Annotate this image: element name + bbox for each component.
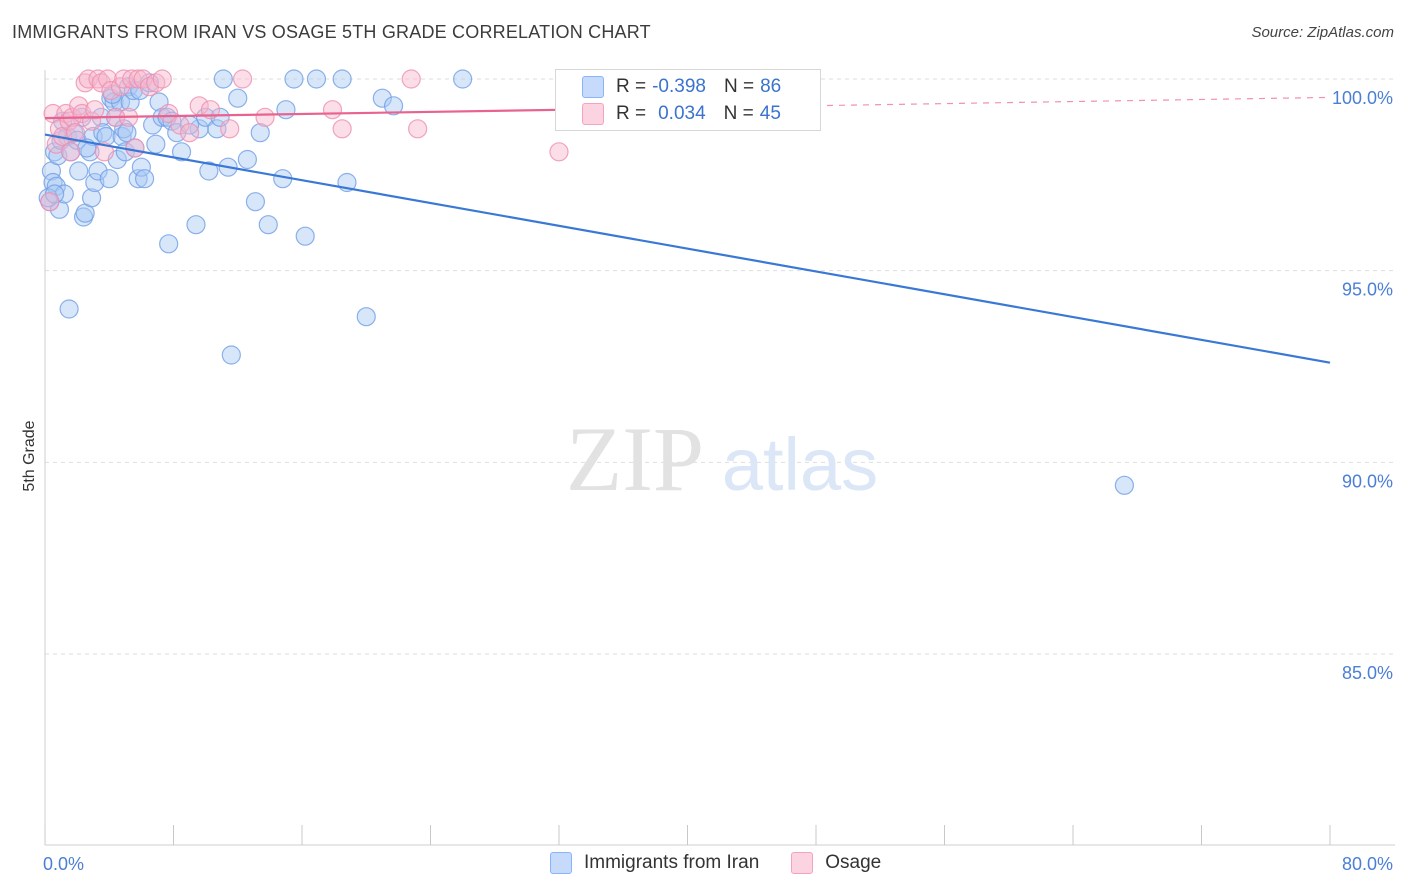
point-iran	[49, 199, 70, 219]
point-iran	[88, 161, 108, 181]
point-osage	[133, 69, 153, 89]
legend-item-iran: Immigrants from Iran	[550, 852, 759, 874]
legend-row-iran: R = -0.398 N = 86	[582, 74, 781, 100]
point-osage	[101, 80, 121, 101]
point-osage	[85, 100, 105, 120]
point-iran	[284, 69, 304, 89]
legend-swatch-osage	[791, 852, 814, 874]
trend-line-iran	[44, 133, 1331, 364]
axes	[44, 70, 1395, 846]
point-iran	[372, 88, 392, 108]
legend-r-label: R =	[616, 103, 647, 124]
point-osage	[122, 69, 142, 89]
point-iran	[383, 96, 404, 116]
point-iran	[131, 157, 151, 177]
point-iran	[146, 134, 166, 154]
trend-lines	[44, 96, 1331, 364]
y-axis-label: 5th Grade	[21, 420, 38, 491]
point-osage	[179, 123, 200, 143]
point-iran	[306, 69, 327, 89]
chart-source: Source: ZipAtlas.com	[1251, 24, 1394, 41]
legend-r-value: 0.034	[658, 103, 706, 124]
legend-n-label: N =	[723, 103, 754, 124]
legend-swatch-iran	[582, 76, 604, 98]
point-osage	[401, 69, 421, 89]
point-osage	[232, 69, 253, 89]
series-legend: Immigrants from Iran Osage	[550, 852, 913, 874]
point-iran	[186, 215, 206, 235]
point-iran	[228, 88, 248, 108]
point-iran	[85, 172, 105, 193]
point-iran	[213, 69, 233, 89]
point-osage	[200, 100, 221, 120]
point-iran	[99, 169, 119, 189]
point-osage	[40, 192, 60, 212]
point-iran	[258, 215, 278, 235]
point-osage	[78, 69, 98, 89]
tick-labels: 100.0% 95.0% 90.0% 85.0% 0.0% 80.0%	[43, 88, 1393, 874]
legend-swatch-iran	[550, 852, 572, 874]
x-tick-label: 0.0%	[43, 854, 84, 874]
point-osage	[114, 69, 134, 89]
legend-n-value: 86	[760, 76, 782, 97]
point-iran	[250, 123, 270, 143]
legend-swatch-osage	[582, 103, 604, 125]
point-iran	[245, 192, 266, 212]
point-iran	[221, 345, 241, 365]
trend-line-osage	[44, 108, 576, 120]
point-osage	[322, 100, 343, 120]
point-osage	[61, 142, 81, 162]
point-iran	[159, 234, 179, 254]
point-osage	[152, 69, 172, 89]
legend-n-value: 45	[759, 103, 781, 124]
legend-row-osage: R = 0.034 N = 45	[582, 101, 781, 127]
point-iran	[453, 69, 473, 89]
point-iran	[81, 188, 102, 208]
point-iran	[128, 169, 148, 189]
y-tick-label: 95.0%	[1342, 280, 1393, 300]
point-iran	[199, 161, 219, 181]
point-osage	[408, 119, 428, 139]
y-tick-label: 85.0%	[1342, 663, 1393, 683]
point-osage	[94, 142, 115, 162]
point-iran	[295, 226, 315, 246]
y-tick-label: 90.0%	[1342, 471, 1393, 491]
legend-r-label: R =	[616, 76, 647, 97]
point-iran	[69, 161, 89, 181]
point-iran	[117, 123, 137, 143]
point-iran	[356, 307, 376, 327]
x-tick-label: 80.0%	[1342, 854, 1393, 874]
point-osage	[159, 103, 179, 124]
watermark-atlas: atlas	[722, 423, 878, 506]
watermark: ZIP atlas	[566, 408, 878, 510]
stats-legend: R = -0.398 N = 86 R = 0.034 N = 45	[555, 69, 821, 131]
point-osage	[110, 77, 131, 97]
point-osage	[65, 123, 86, 143]
point-iran	[59, 299, 79, 319]
watermark-zip: ZIP	[566, 408, 704, 510]
point-osage	[220, 119, 240, 139]
point-osage	[255, 107, 275, 127]
chart-title: IMMIGRANTS FROM IRAN VS OSAGE 5TH GRADE …	[12, 22, 651, 42]
point-iran	[332, 69, 352, 89]
point-osage	[549, 142, 569, 162]
point-iran	[134, 169, 155, 189]
point-osage	[69, 96, 89, 116]
point-osage	[332, 119, 352, 139]
legend-label-iran: Immigrants from Iran	[584, 852, 760, 873]
legend-item-osage: Osage	[791, 852, 881, 874]
legend-n-label: N =	[723, 76, 755, 97]
point-iran	[1114, 475, 1135, 495]
point-iran	[276, 100, 296, 120]
point-iran	[171, 142, 192, 162]
legend-label-osage: Osage	[825, 852, 882, 873]
legend-r-value: -0.398	[652, 76, 706, 97]
point-iran	[237, 149, 257, 170]
y-tick-label: 100.0%	[1332, 88, 1393, 108]
point-osage	[125, 138, 145, 158]
